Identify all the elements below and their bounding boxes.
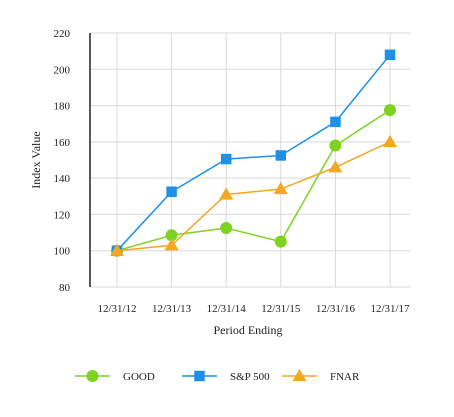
series-lines — [109, 49, 398, 257]
legend-item-fnar: FNAR — [282, 368, 360, 383]
legend-label: S&P 500 — [230, 371, 270, 383]
gridlines — [90, 32, 410, 288]
data-point-s-p-500 — [275, 150, 287, 161]
data-point-fnar — [219, 187, 234, 200]
series-line-fnar — [116, 141, 391, 252]
series-good — [111, 104, 396, 257]
data-point-s-p-500 — [330, 116, 341, 128]
data-point-good — [384, 104, 396, 117]
data-point-fnar — [382, 134, 398, 147]
legend-marker — [194, 370, 205, 382]
x-tick-label: 12/31/15 — [261, 303, 301, 315]
legend-marker — [86, 370, 99, 382]
data-point-good — [329, 139, 342, 152]
x-tick-labels: 12/31/12 12/31/13 12/31/14 12/31/15 12/31/16… — [97, 303, 410, 315]
y-tick-label: 180 — [54, 101, 71, 113]
data-point-s-p-500 — [220, 153, 232, 165]
legend-label: FNAR — [330, 371, 360, 383]
y-tick-label: 200 — [54, 64, 71, 76]
x-tick-label: 12/31/12 — [97, 303, 136, 315]
legend-item-good: GOOD — [75, 370, 155, 383]
x-tick-label: 12/31/14 — [207, 303, 247, 315]
x-tick-label: 12/31/13 — [152, 303, 192, 315]
y-tick-label: 80 — [59, 282, 71, 294]
data-point-s-p-500 — [166, 186, 177, 197]
series-line-s-p-500 — [116, 54, 391, 252]
legend-label: GOOD — [123, 371, 155, 383]
data-point-s-p-500 — [384, 49, 396, 61]
series-fnar — [109, 134, 398, 256]
x-tick-label: 12/31/16 — [316, 303, 356, 315]
series-s-p-500 — [111, 49, 396, 256]
data-point-good — [220, 222, 233, 235]
y-tick-label: 140 — [54, 173, 71, 185]
data-point-good — [274, 235, 287, 248]
data-point-fnar — [328, 160, 343, 173]
data-point-fnar — [273, 181, 288, 195]
y-tick-labels: 80 100 120 140 160 180 200 220 — [54, 28, 71, 294]
data-point-good — [165, 229, 178, 242]
legend-item-s-p-500: S&P 500 — [182, 370, 270, 383]
data-point-fnar — [164, 238, 179, 251]
x-tick-label: 12/31/17 — [370, 303, 410, 315]
y-tick-label: 160 — [54, 137, 71, 149]
legend-marker — [292, 368, 307, 382]
y-tick-label: 120 — [54, 209, 71, 221]
data-point-fnar — [109, 243, 125, 256]
series-line-good — [116, 109, 391, 252]
y-axis-title: Index Value — [29, 131, 43, 188]
y-tick-label: 100 — [54, 246, 71, 258]
legend: GOOD S&P 500 FNAR — [75, 368, 360, 383]
x-axis-title: Period Ending — [214, 323, 283, 337]
y-tick-label: 220 — [54, 28, 71, 40]
